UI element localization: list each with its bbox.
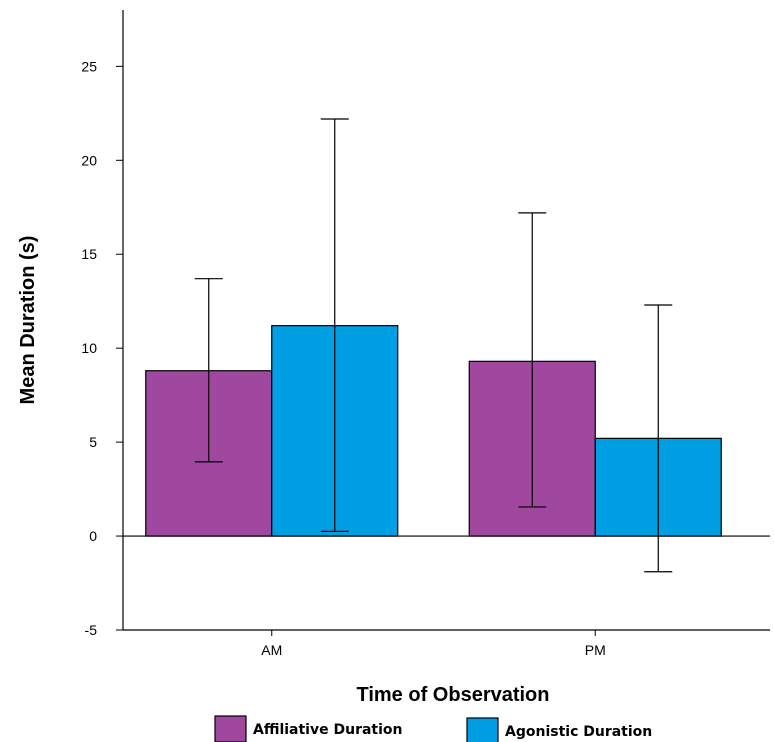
legend-item-agonistic-duration: Agonistic Duration xyxy=(466,717,652,742)
y-axis-title: Mean Duration (s) xyxy=(17,236,39,405)
legend: Affiliative Duration Agonistic Duration xyxy=(214,715,652,742)
x-axis-title: Time of Observation xyxy=(356,684,549,706)
x-tick-label-am: AM xyxy=(261,642,282,658)
y-tick-label: 10 xyxy=(81,340,97,356)
ticks-layer: AM PM -5 0 5 10 15 20 25 xyxy=(81,58,605,658)
y-tick-label: 20 xyxy=(81,152,97,168)
legend-swatch xyxy=(214,715,247,742)
error-bar-am-agonistic-duration xyxy=(320,118,349,532)
legend-item-affiliative-duration: Affiliative Duration xyxy=(214,715,403,742)
y-tick-label: 5 xyxy=(89,434,97,450)
legend-label: Agonistic Duration xyxy=(505,724,652,740)
error-bar-pm-affiliative-duration xyxy=(518,212,547,508)
y-tick-label: 15 xyxy=(81,246,97,262)
legend-label: Affiliative Duration xyxy=(253,722,403,738)
axes-layer xyxy=(122,10,770,631)
error-bar-pm-agonistic-duration xyxy=(644,304,673,573)
y-tick-label: 25 xyxy=(81,58,97,74)
error-bars-layer xyxy=(194,118,673,573)
x-tick-label-pm: PM xyxy=(585,642,606,658)
y-tick-label: 0 xyxy=(89,528,97,544)
error-bar-am-affiliative-duration xyxy=(194,278,223,463)
y-tick-label: -5 xyxy=(85,622,98,638)
legend-swatch xyxy=(466,717,499,742)
bars-layer xyxy=(145,325,722,537)
